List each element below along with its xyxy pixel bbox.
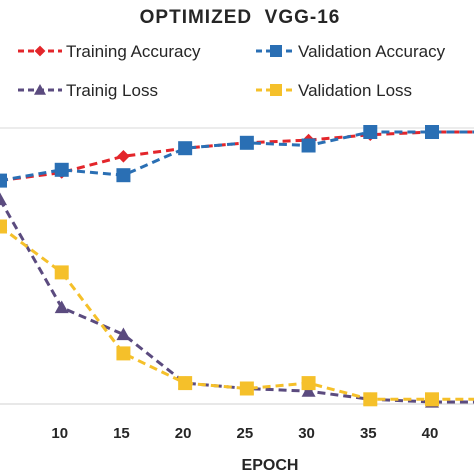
data-point — [117, 150, 130, 163]
data-point — [54, 265, 69, 280]
data-point — [301, 384, 316, 397]
data-point — [178, 141, 193, 156]
legend-marker — [34, 84, 46, 95]
legend: Training Accuracy Validation Accuracy Trai… — [18, 42, 446, 100]
series-line — [0, 225, 474, 401]
legend-marker — [270, 45, 282, 57]
data-point — [178, 376, 193, 391]
x-tick-label: 25 — [237, 425, 254, 442]
series-trainig-loss — [0, 192, 474, 408]
series-training-accuracy — [0, 125, 474, 187]
x-tick-label: 40 — [422, 425, 439, 442]
x-tick-label: 20 — [175, 425, 192, 442]
series-validation-accuracy — [0, 125, 474, 188]
series-layer — [0, 125, 474, 408]
legend-item-validation-loss: Validation Loss — [256, 81, 412, 100]
legend-item-validation-accuracy: Validation Accuracy — [256, 42, 446, 61]
data-point — [239, 381, 254, 396]
legend-label: Trainig Loss — [66, 81, 158, 100]
chart-title: OPTIMIZED VGG-16 — [140, 7, 341, 28]
data-point — [54, 162, 69, 177]
legend-label: Validation Accuracy — [298, 42, 446, 61]
data-point — [0, 192, 7, 206]
legend-marker — [34, 45, 46, 57]
data-point — [301, 138, 316, 153]
data-point — [0, 219, 7, 234]
series-validation-loss — [0, 219, 474, 407]
data-point — [239, 135, 254, 150]
data-point — [301, 376, 316, 391]
data-point — [116, 327, 131, 341]
data-point — [363, 125, 378, 139]
data-point — [425, 125, 439, 139]
data-point — [116, 168, 131, 183]
legend-item-training-accuracy: Training Accuracy — [18, 42, 201, 61]
series-line — [0, 130, 474, 183]
legend-label: Training Accuracy — [66, 42, 201, 61]
x-tick-label: 35 — [360, 425, 377, 442]
legend-item-trainig-loss: Trainig Loss — [18, 81, 158, 100]
data-point — [54, 300, 69, 314]
x-tick-labels: 10 15 20 25 30 35 40 — [51, 425, 438, 442]
x-tick-label: 10 — [51, 425, 68, 442]
x-axis-label: EPOCH — [242, 457, 299, 474]
data-point — [0, 173, 7, 188]
x-tick-label: 30 — [298, 425, 315, 442]
data-point — [116, 346, 131, 361]
series-line — [0, 130, 474, 183]
data-point — [425, 392, 439, 407]
x-tick-label: 15 — [113, 425, 130, 442]
legend-label: Validation Loss — [298, 81, 412, 100]
series-line — [0, 198, 474, 404]
data-point — [363, 392, 378, 407]
legend-marker — [270, 84, 282, 96]
